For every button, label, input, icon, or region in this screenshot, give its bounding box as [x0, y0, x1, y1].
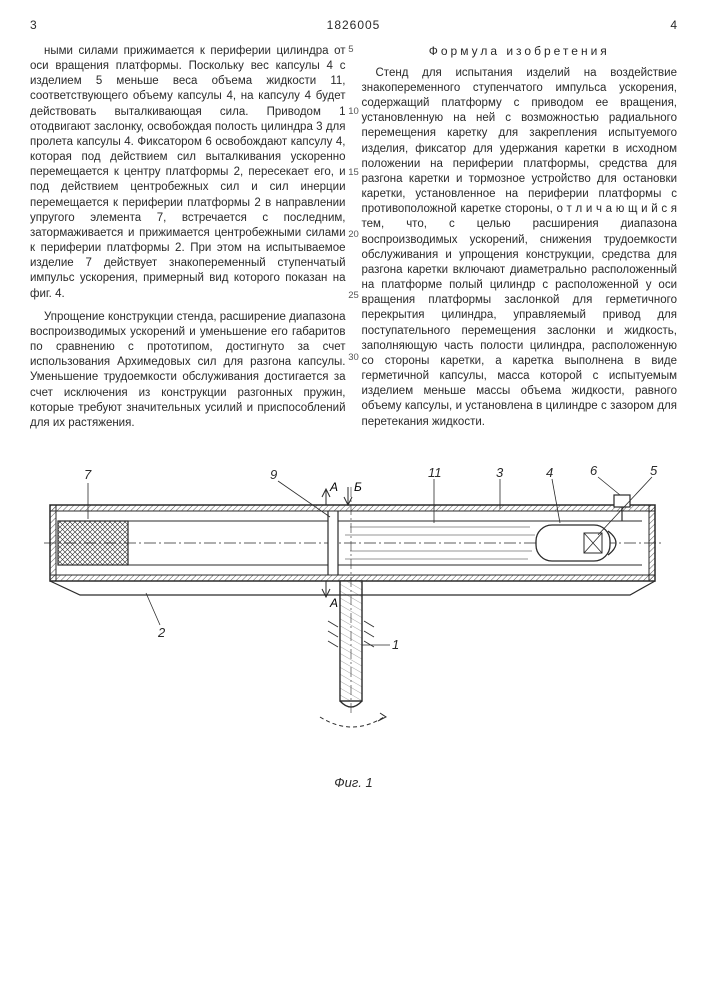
patent-number: 1826005	[70, 18, 637, 34]
page-header: 3 1826005 4	[30, 18, 677, 34]
right-column: Формула изобретения Стенд для испытания …	[362, 44, 678, 439]
svg-text:2: 2	[157, 625, 166, 640]
svg-text:А: А	[329, 596, 338, 610]
page-number-right: 4	[637, 18, 677, 34]
claim-text: Стенд для испытания изделий на воздейств…	[362, 66, 678, 430]
claim-heading: Формула изобретения	[362, 44, 678, 60]
svg-text:4: 4	[546, 465, 553, 480]
text-columns: ными силами прижимается к периферии цили…	[30, 44, 677, 439]
page-number-left: 3	[30, 18, 70, 34]
figure-1: А А Б	[30, 447, 677, 791]
svg-text:А: А	[329, 480, 338, 494]
figure-caption: Фиг. 1	[30, 774, 677, 791]
svg-text:1: 1	[392, 637, 399, 652]
left-column: ными силами прижимается к периферии цили…	[30, 44, 346, 439]
figure-1-svg: А А Б	[30, 447, 675, 767]
svg-text:Б: Б	[354, 480, 362, 494]
left-para-1: ными силами прижимается к периферии цили…	[30, 44, 346, 302]
svg-text:6: 6	[590, 463, 598, 478]
left-para-2: Упрощение конструкции стенда, расширение…	[30, 310, 346, 431]
svg-text:7: 7	[84, 467, 92, 482]
svg-text:11: 11	[428, 465, 442, 480]
svg-text:9: 9	[270, 467, 277, 482]
svg-text:3: 3	[496, 465, 504, 480]
svg-text:5: 5	[650, 463, 658, 478]
